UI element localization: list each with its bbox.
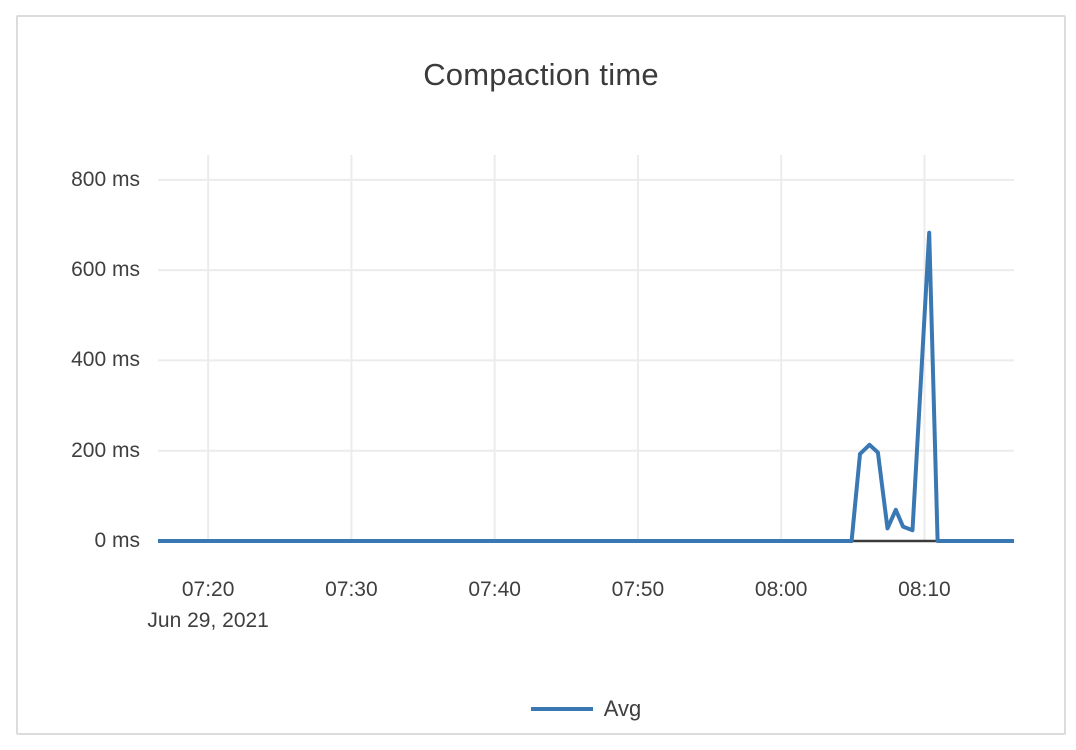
chart-panel-body: Compaction time 0 ms 200 ms 400 ms 600 ms 80… bbox=[18, 17, 1064, 733]
series-line-avg bbox=[158, 230, 1014, 543]
chart-legend: Avg bbox=[158, 695, 1014, 723]
chart-panel: Compaction time 0 ms 200 ms 400 ms 600 ms 80… bbox=[16, 15, 1066, 735]
legend-item-avg[interactable]: Avg bbox=[530, 696, 642, 722]
chart-plot-area[interactable] bbox=[18, 17, 1064, 733]
legend-label: Avg bbox=[603, 696, 642, 721]
chart-title: Compaction time bbox=[423, 57, 659, 92]
legend-line-swatch bbox=[530, 707, 593, 711]
